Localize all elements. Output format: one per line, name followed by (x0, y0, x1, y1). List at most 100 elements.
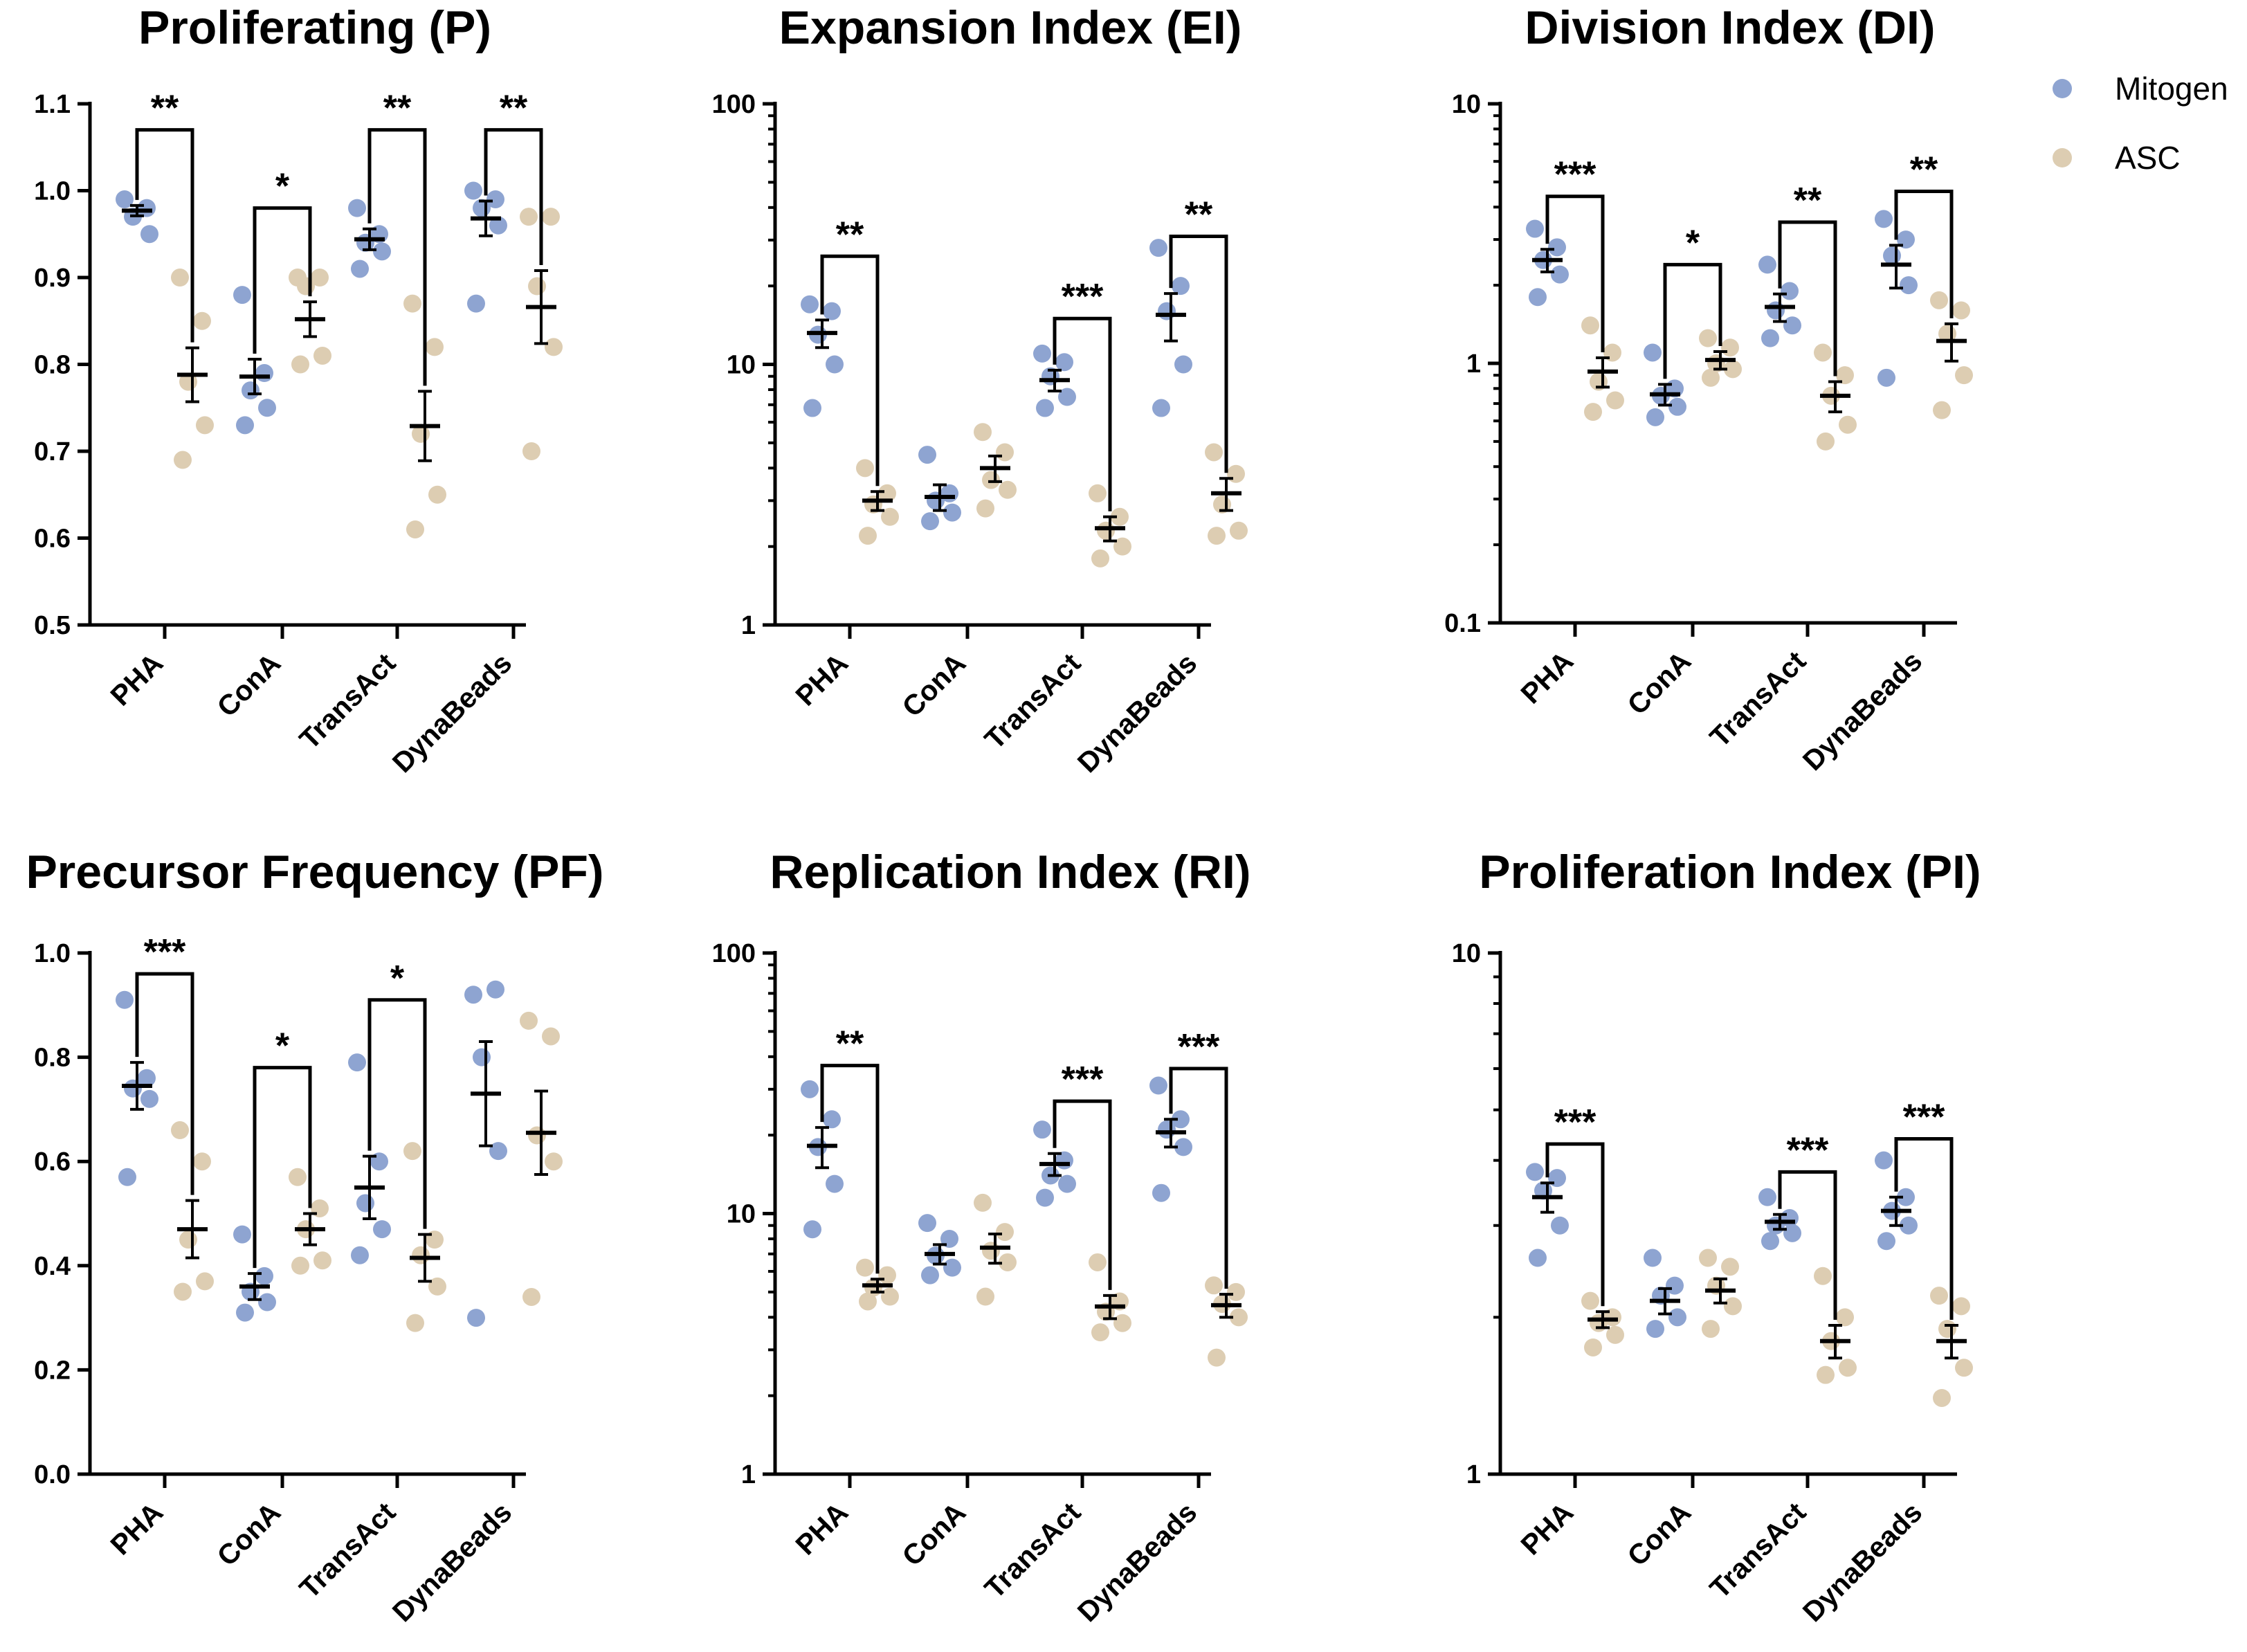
data-point (996, 443, 1014, 462)
panel-5: Replication Index (RI) 1 10 100 PHA ConA Trans… (712, 846, 1251, 1628)
data-point (1839, 415, 1857, 434)
data-point (1930, 291, 1948, 309)
data-point (1584, 403, 1602, 421)
x-tick-label: PHA (1515, 1496, 1580, 1561)
data-point (1230, 1308, 1248, 1327)
data-point (1113, 1314, 1131, 1332)
data-point (803, 1220, 821, 1239)
significance-bracket (1663, 262, 1722, 379)
data-point (1036, 1188, 1054, 1207)
data-point (467, 1309, 485, 1327)
data-point (1584, 1338, 1602, 1356)
data-point (1767, 301, 1785, 320)
data-point (1529, 1249, 1547, 1267)
panel-6: Proliferation Index (PI) 1 10 PHA ConA TransA… (1452, 846, 1981, 1628)
data-point (1817, 1365, 1835, 1384)
data-point (1839, 1359, 1857, 1377)
data-point (943, 1258, 961, 1277)
data-point (233, 1225, 251, 1244)
legend-label-mitogen: Mitogen (2115, 71, 2228, 107)
data-point (489, 216, 507, 235)
significance-label: ** (500, 89, 528, 129)
x-tick-label: DynaBeads (386, 647, 518, 779)
significance-label: ** (836, 1024, 864, 1064)
data-point (1152, 1183, 1170, 1202)
data-point (974, 1193, 992, 1212)
data-point (406, 1314, 424, 1332)
data-point (406, 520, 424, 538)
data-point (1836, 1308, 1854, 1327)
data-point (520, 208, 538, 226)
data-point (999, 1253, 1017, 1271)
chart-title: Expansion Index (EI) (779, 1, 1242, 54)
data-point (1952, 1297, 1970, 1316)
x-tick-label: ConA (211, 647, 287, 723)
legend-marker-mitogen (2053, 79, 2072, 98)
y-tick-label: 1.0 (34, 939, 71, 968)
data-point (1033, 1120, 1051, 1139)
data-point (140, 225, 158, 244)
data-point (1111, 507, 1129, 526)
data-point (1091, 549, 1109, 568)
y-tick-label: 10 (727, 1200, 756, 1229)
data-point (313, 346, 331, 365)
data-point (428, 485, 446, 504)
data-point (1761, 1232, 1779, 1251)
data-point (1900, 276, 1918, 295)
x-tick-label: ConA (1621, 645, 1698, 721)
significance-bracket (367, 128, 427, 386)
data-point (1149, 1076, 1167, 1095)
data-point (196, 1272, 214, 1291)
significance-bracket (1053, 1099, 1112, 1290)
data-point (1526, 1163, 1544, 1181)
data-point (348, 199, 366, 217)
data-point (1817, 432, 1835, 451)
x-tick-label: DynaBeads (1071, 1496, 1203, 1628)
significance-label: * (275, 1026, 290, 1066)
data-point (803, 399, 821, 417)
significance-bracket (1778, 220, 1837, 376)
data-point (1055, 353, 1073, 372)
data-point (373, 242, 391, 261)
data-point (921, 512, 939, 531)
data-point (118, 1168, 136, 1186)
data-point (1781, 282, 1799, 300)
significance-bracket (367, 998, 427, 1229)
data-point (291, 1256, 309, 1275)
data-point (1814, 343, 1832, 362)
significance-bracket (253, 206, 312, 354)
data-point (528, 1126, 546, 1145)
data-point (1149, 239, 1167, 257)
y-tick-label: 0.9 (34, 264, 71, 293)
data-point (859, 1292, 877, 1311)
data-point (859, 527, 877, 545)
data-point (1227, 1282, 1245, 1301)
significance-label: *** (1178, 1027, 1220, 1067)
data-point (1877, 368, 1895, 387)
y-tick-label: 0.6 (34, 525, 71, 554)
data-point (1208, 527, 1226, 545)
significance-label: ** (1185, 195, 1213, 235)
data-point (1208, 1348, 1226, 1367)
data-point (1172, 277, 1190, 296)
data-point (1668, 1308, 1686, 1327)
significance-label: ** (151, 89, 179, 129)
data-point (1205, 443, 1223, 462)
data-point (116, 190, 134, 209)
data-point (1897, 1188, 1915, 1206)
data-point (174, 451, 192, 469)
data-point (522, 1287, 540, 1306)
y-tick-label: 1 (741, 1460, 756, 1489)
significance-bracket (1778, 1170, 1837, 1320)
data-point (1758, 255, 1776, 274)
significance-label: * (275, 167, 290, 207)
data-point (856, 1258, 874, 1277)
data-point (1172, 1110, 1190, 1129)
significance-bracket (1894, 189, 1954, 318)
y-tick-label: 100 (712, 90, 756, 119)
data-point (233, 286, 251, 305)
data-point (356, 1194, 374, 1213)
x-tick-label: TransAct (293, 1496, 402, 1605)
data-point (467, 294, 485, 313)
data-point (1205, 1276, 1223, 1295)
